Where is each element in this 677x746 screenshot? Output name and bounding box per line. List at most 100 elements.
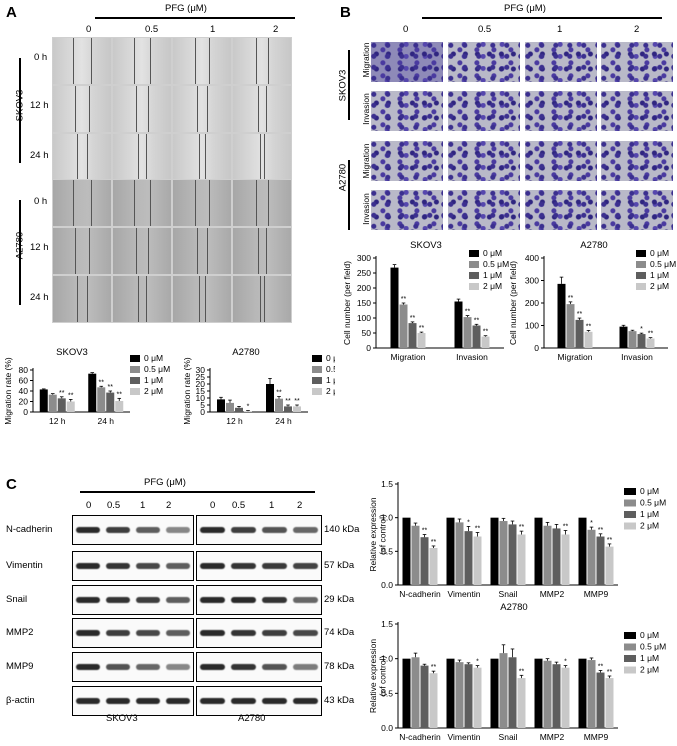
y-tick-label: 100 bbox=[357, 313, 371, 323]
wound-edge-line bbox=[266, 86, 267, 132]
wb-band bbox=[166, 563, 190, 569]
wb-band bbox=[200, 527, 225, 533]
x-tick-label: Invasion bbox=[621, 352, 653, 362]
bar bbox=[446, 517, 455, 585]
wound-edge-line bbox=[264, 276, 265, 322]
y-tick-label: 300 bbox=[357, 253, 371, 263]
x-tick-label: 12 h bbox=[226, 416, 243, 426]
panel-c-dose-bracket bbox=[80, 491, 315, 493]
legend-swatch bbox=[624, 511, 636, 518]
wb-band bbox=[166, 630, 190, 636]
wb-band bbox=[76, 664, 100, 670]
wound-image-tile bbox=[112, 133, 172, 181]
legend-swatch bbox=[624, 655, 636, 662]
y-tick-label: 0 bbox=[23, 407, 28, 417]
x-tick-label: 24 h bbox=[97, 416, 114, 426]
wb-band bbox=[262, 597, 287, 603]
panel-c-skov3-dose-1: 1 bbox=[140, 500, 146, 511]
wound-edge-line bbox=[136, 86, 137, 132]
bar bbox=[429, 547, 438, 585]
wound-image-tile bbox=[52, 133, 112, 181]
wound-image-tile bbox=[52, 179, 112, 227]
wb-blot-box bbox=[72, 618, 194, 648]
bar bbox=[446, 658, 455, 728]
wound-edge-line bbox=[268, 180, 269, 226]
wb-band bbox=[293, 664, 318, 670]
wb-band bbox=[231, 664, 256, 670]
wound-edge-line bbox=[77, 134, 78, 180]
y-tick-label: 300 bbox=[525, 276, 539, 286]
y-tick-label: 1.0 bbox=[381, 654, 393, 664]
significance-label: ** bbox=[419, 325, 425, 332]
significance-label: ** bbox=[401, 296, 407, 303]
bar bbox=[284, 406, 292, 412]
wound-image-tile bbox=[232, 133, 292, 181]
wound-edge-line bbox=[136, 228, 137, 274]
legend-label: 0.5 μM bbox=[483, 259, 509, 269]
wb-size-label: 29 kDa bbox=[324, 594, 355, 605]
wb-protein-label: β-actin bbox=[6, 695, 35, 706]
significance-label: ** bbox=[577, 311, 583, 318]
wb-band bbox=[293, 527, 318, 533]
wb-band bbox=[200, 698, 225, 704]
wound-edge-line bbox=[87, 134, 88, 180]
panel-b-treatment-label: PFG (μM) bbox=[504, 3, 546, 14]
legend-label: 0.5 μM bbox=[640, 642, 666, 652]
wound-edge-line bbox=[87, 276, 88, 322]
wb-blot-box bbox=[72, 686, 194, 716]
wound-edge-line bbox=[197, 86, 198, 132]
wound-edge-line bbox=[205, 134, 206, 180]
legend-label: 1 μM bbox=[650, 270, 669, 280]
wound-image-tile bbox=[172, 227, 232, 275]
y-tick-label: 25 bbox=[196, 372, 206, 382]
y-axis-label: Relative expression(of control) bbox=[368, 497, 388, 571]
wb-band bbox=[76, 527, 100, 533]
significance-label: * bbox=[564, 659, 567, 666]
y-tick-label: 20 bbox=[196, 379, 206, 389]
legend-swatch bbox=[312, 355, 322, 362]
bar bbox=[517, 678, 526, 728]
legend-swatch bbox=[469, 283, 479, 290]
bar bbox=[402, 658, 411, 728]
y-axis-label-line: (of control) bbox=[378, 656, 388, 697]
significance-label: * bbox=[467, 519, 470, 526]
bar bbox=[473, 536, 482, 585]
y-tick-label: 200 bbox=[357, 283, 371, 293]
legend-swatch bbox=[624, 632, 636, 639]
wound-edge-line bbox=[256, 180, 257, 226]
x-tick-label: Snail bbox=[499, 732, 518, 742]
wound-edge-line bbox=[91, 38, 92, 84]
legend-swatch bbox=[312, 377, 322, 384]
wound-edge-line bbox=[91, 180, 92, 226]
legend-label: 0.5 μM bbox=[144, 364, 170, 374]
wb-blot-box bbox=[196, 618, 322, 648]
wound-edge-line bbox=[266, 228, 267, 274]
wb-band bbox=[231, 630, 256, 636]
transwell-image-tile bbox=[525, 91, 597, 131]
wb-band bbox=[200, 563, 225, 569]
chart-title: SKOV3 bbox=[410, 240, 442, 251]
x-tick-label: 12 h bbox=[49, 416, 66, 426]
wb-protein-label: Snail bbox=[6, 594, 28, 605]
bar bbox=[561, 534, 570, 585]
wound-edge-line bbox=[148, 228, 149, 274]
significance-label: ** bbox=[598, 527, 604, 534]
panel-a-time-0h-skov3: 0 h bbox=[34, 52, 48, 63]
legend-swatch bbox=[624, 666, 636, 674]
legend-swatch bbox=[130, 388, 140, 395]
wb-band bbox=[231, 527, 256, 533]
x-tick-label: N-cadherin bbox=[399, 589, 441, 599]
bar bbox=[490, 517, 499, 585]
wound-edge-line bbox=[73, 180, 74, 226]
bar bbox=[293, 406, 301, 412]
significance-label: ** bbox=[410, 315, 416, 322]
bar bbox=[39, 389, 48, 412]
y-tick-label: 1.5 bbox=[381, 619, 393, 629]
y-tick-label: 250 bbox=[357, 268, 371, 278]
wb-band bbox=[293, 597, 318, 603]
legend-label: 1 μM bbox=[640, 653, 659, 663]
wound-edge-line bbox=[199, 276, 200, 322]
bar bbox=[552, 664, 561, 728]
wound-image-tile bbox=[112, 85, 172, 133]
